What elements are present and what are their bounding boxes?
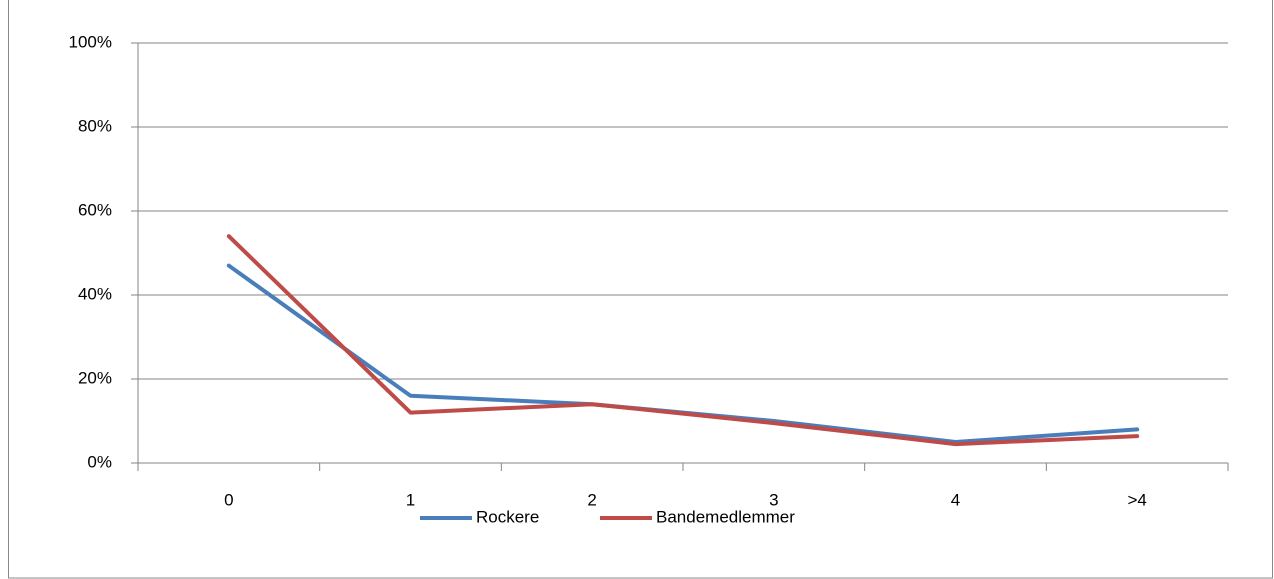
y-tick-label: 40% [78, 284, 112, 303]
x-tick-label: 2 [587, 490, 596, 509]
y-tick-label: 60% [78, 200, 112, 219]
series-line [226, 234, 1140, 447]
y-tick-label: 20% [78, 368, 112, 387]
y-tick-label: 80% [78, 116, 112, 135]
x-tick-label: 0 [224, 490, 233, 509]
legend-label: Bandemedlemmer [656, 507, 795, 526]
x-tick-label: 3 [769, 490, 778, 509]
y-tick-label: 100% [69, 32, 112, 51]
y-tick-label: 0% [87, 452, 112, 471]
x-tick-label: >4 [1127, 490, 1146, 509]
x-tick-label: 1 [406, 490, 415, 509]
legend-label: Rockere [476, 507, 539, 526]
x-tick-label: 4 [951, 490, 960, 509]
chart-frame [8, 0, 1273, 579]
